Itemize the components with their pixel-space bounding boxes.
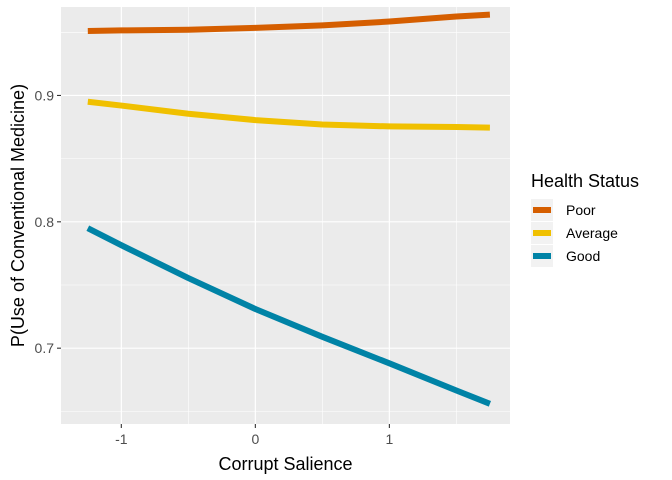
y-axis-ticks: 0.7 0.8 0.9 [35,87,61,356]
x-axis-title: Corrupt Salience [218,454,352,474]
x-tick-label: 1 [385,431,393,447]
series-line-poor [87,11,491,35]
legend: Health Status Poor Average Good [531,171,639,267]
y-tick-label: 0.9 [35,87,55,103]
x-tick-label: 0 [251,431,259,447]
legend-label-poor: Poor [566,202,596,218]
legend-label-average: Average [566,225,618,241]
x-axis-ticks: -1 0 1 [115,424,393,447]
plot-panel [61,7,510,424]
legend-title: Health Status [531,171,639,191]
y-tick-label: 0.8 [35,214,55,230]
series-lines [86,11,492,407]
series-line-average [87,98,490,131]
legend-label-good: Good [566,248,600,264]
major-gridlines [61,7,510,424]
y-tick-label: 0.7 [35,340,55,356]
x-tick-label: -1 [115,431,128,447]
minor-gridlines [61,7,510,424]
legend-items: Poor Average Good [531,199,618,267]
y-axis-title: P(Use of Conventional Medicine) [8,84,28,347]
series-line-good [86,225,492,407]
